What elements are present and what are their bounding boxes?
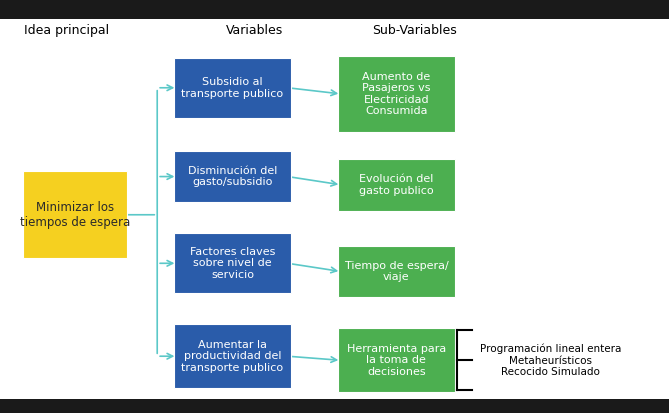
Text: Factores claves
sobre nivel de
servicio: Factores claves sobre nivel de servicio xyxy=(190,247,275,280)
Text: Programación lineal entera
Metaheurísticos
Recocido Simulado: Programación lineal entera Metaheurístic… xyxy=(480,344,621,377)
Text: Aumentar la
productividad del
transporte publico: Aumentar la productividad del transporte… xyxy=(181,339,284,373)
Text: Sub-Variables: Sub-Variables xyxy=(373,24,457,38)
Text: Herramienta para
la toma de
decisiones: Herramienta para la toma de decisiones xyxy=(347,344,446,377)
Text: Tiempo de espera/
viaje: Tiempo de espera/ viaje xyxy=(345,261,448,282)
FancyBboxPatch shape xyxy=(174,151,291,202)
FancyBboxPatch shape xyxy=(174,324,291,388)
FancyBboxPatch shape xyxy=(174,233,291,293)
FancyBboxPatch shape xyxy=(23,171,127,258)
Text: Disminución del
gasto/subsidio: Disminución del gasto/subsidio xyxy=(188,166,277,188)
FancyBboxPatch shape xyxy=(0,0,669,19)
Text: Idea principal: Idea principal xyxy=(24,24,110,38)
Text: Subsidio al
transporte publico: Subsidio al transporte publico xyxy=(181,77,284,99)
Text: Minimizar los
tiempos de espera: Minimizar los tiempos de espera xyxy=(20,201,130,229)
Text: Evolución del
gasto publico: Evolución del gasto publico xyxy=(359,174,434,196)
FancyBboxPatch shape xyxy=(338,56,455,132)
Text: Variables: Variables xyxy=(225,24,283,38)
FancyBboxPatch shape xyxy=(338,159,455,211)
FancyBboxPatch shape xyxy=(338,328,455,392)
FancyBboxPatch shape xyxy=(0,399,669,413)
Text: Aumento de
Pasajeros vs
Electricidad
Consumida: Aumento de Pasajeros vs Electricidad Con… xyxy=(362,71,431,116)
FancyBboxPatch shape xyxy=(174,58,291,118)
FancyBboxPatch shape xyxy=(338,246,455,297)
